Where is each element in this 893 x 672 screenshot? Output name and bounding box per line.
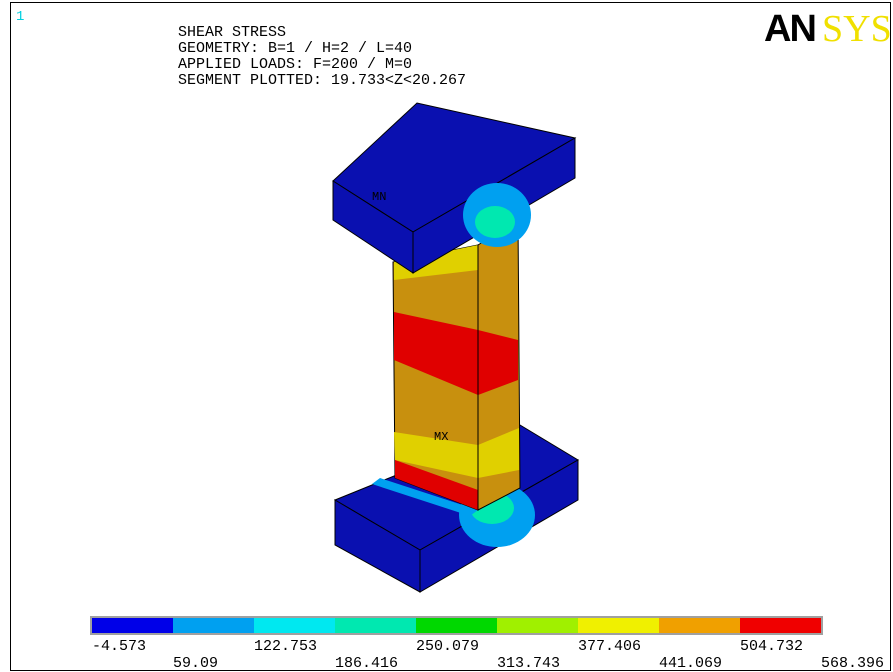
legend-label: 186.416: [335, 655, 398, 672]
contour: [475, 206, 515, 238]
logo-secondary: SYS: [822, 8, 892, 50]
legend-label: 504.732: [740, 638, 803, 655]
header-line: SHEAR STRESS: [178, 24, 286, 41]
legend-label: 59.09: [173, 655, 218, 672]
legend-label: -4.573: [92, 638, 146, 655]
legend-label: 441.069: [659, 655, 722, 672]
logo-primary: AN: [764, 8, 815, 50]
legend-swatch: [740, 618, 821, 633]
legend-swatch: [659, 618, 740, 633]
ansys-viewport: 1 SHEAR STRESS GEOMETRY: B=1 / H=2 / L=4…: [0, 0, 893, 672]
legend-swatch: [416, 618, 497, 633]
window-number: 1: [16, 9, 24, 25]
legend-swatch: [92, 618, 173, 633]
header-line: SEGMENT PLOTTED: 19.733<Z<20.267: [178, 72, 466, 89]
header-line: GEOMETRY: B=1 / H=2 / L=40: [178, 40, 412, 57]
legend-label: 377.406: [578, 638, 641, 655]
legend-label: 313.743: [497, 655, 560, 672]
min-label: MN: [372, 190, 386, 204]
legend-label: 122.753: [254, 638, 317, 655]
legend-swatch: [335, 618, 416, 633]
legend-label: 568.396: [821, 655, 884, 672]
legend-swatch: [578, 618, 659, 633]
header-line: APPLIED LOADS: F=200 / M=0: [178, 56, 412, 73]
max-label: MX: [434, 430, 448, 444]
legend-swatch: [497, 618, 578, 633]
legend-swatch: [173, 618, 254, 633]
legend-swatch: [254, 618, 335, 633]
legend-label: 250.079: [416, 638, 479, 655]
